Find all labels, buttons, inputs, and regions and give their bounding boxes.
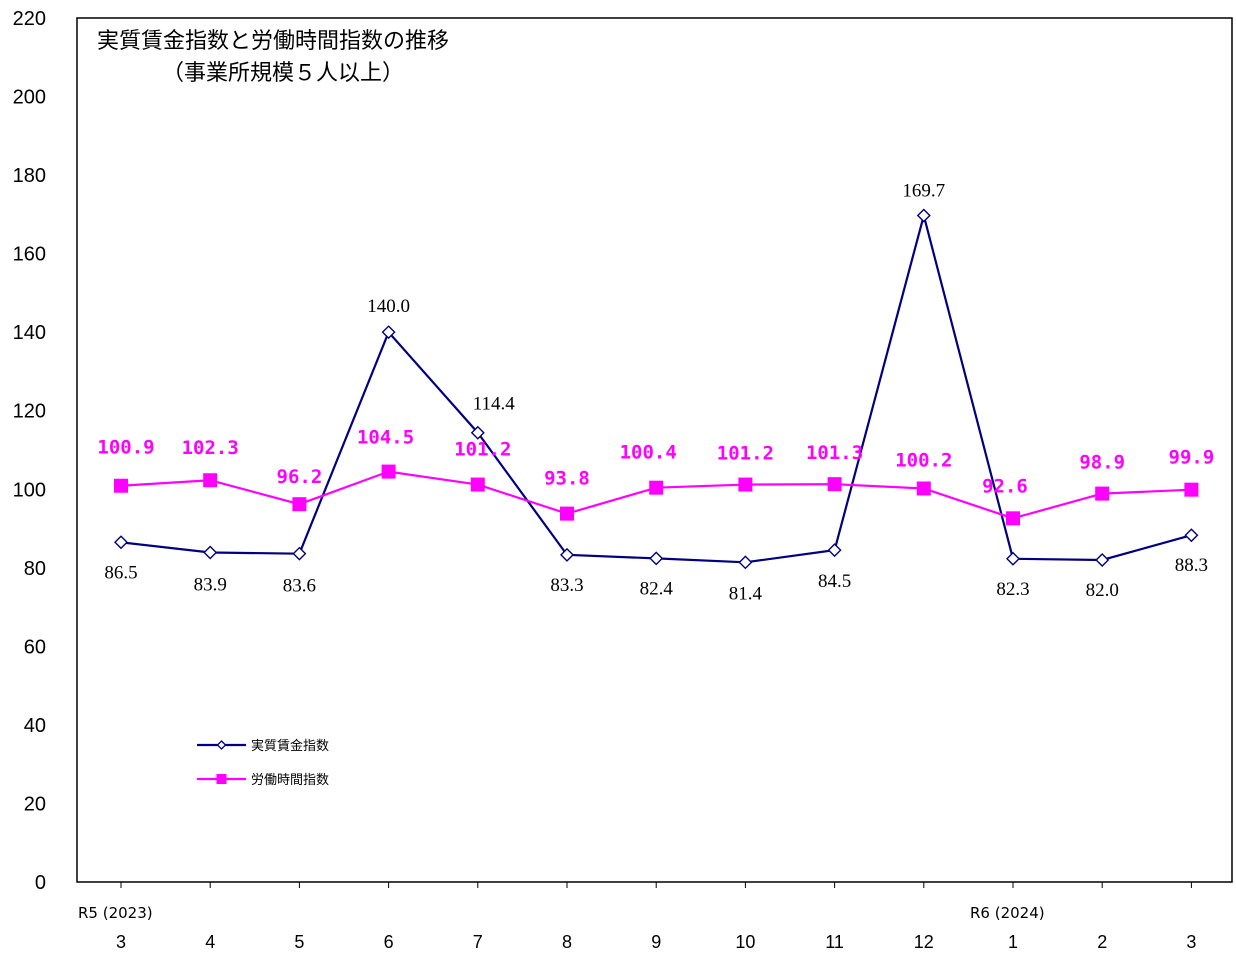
wage-point bbox=[114, 535, 128, 550]
hours-point bbox=[560, 506, 574, 521]
hours-point bbox=[470, 477, 485, 492]
wage-data-label: 81.4 bbox=[729, 583, 763, 604]
x-tick-label: 4 bbox=[205, 932, 215, 952]
hours-data-label: 100.4 bbox=[620, 442, 677, 464]
wage-point bbox=[1006, 551, 1020, 566]
hours-data-label: 101.2 bbox=[717, 443, 774, 465]
x-era-label: R6 (2024) bbox=[970, 904, 1045, 922]
hours-data-label: 100.2 bbox=[895, 449, 952, 471]
wage-data-label: 82.3 bbox=[996, 579, 1029, 600]
x-tick-label: 3 bbox=[1186, 932, 1196, 952]
legend-label-hours: 労働時間指数 bbox=[251, 773, 329, 788]
legend: 実質賃金指数 労働時間指数 bbox=[197, 738, 329, 788]
x-tick-label: 6 bbox=[384, 932, 394, 952]
hours-data-label: 104.5 bbox=[357, 427, 414, 449]
y-tick-label: 40 bbox=[24, 715, 46, 737]
hours-data-label: 93.8 bbox=[544, 468, 590, 490]
wage-point bbox=[203, 545, 218, 560]
hours-data-label: 96.2 bbox=[277, 466, 323, 488]
wage-data-label: 140.0 bbox=[367, 296, 410, 317]
legend-marker-hours bbox=[216, 774, 227, 784]
x-axis: 3 4 5 6 7 8 9 10 11 12 1 2 3R5 (2023) R6 (2024) bbox=[78, 882, 1196, 952]
y-tick-label: 100 bbox=[13, 479, 46, 501]
wage-data-label: 83.9 bbox=[194, 575, 227, 596]
wage-point bbox=[560, 547, 574, 562]
hours-point bbox=[649, 480, 664, 495]
hours-data-label: 98.9 bbox=[1079, 452, 1125, 474]
x-tick-label: 3 bbox=[116, 932, 126, 952]
hours-point bbox=[114, 478, 128, 493]
y-tick-label: 120 bbox=[13, 401, 46, 423]
x-tick-label: 2 bbox=[1097, 932, 1107, 952]
hours-data-label: 102.3 bbox=[182, 437, 239, 459]
x-tick-label: 7 bbox=[473, 932, 483, 952]
hours-data-label: 100.9 bbox=[97, 437, 154, 459]
y-tick-label: 60 bbox=[24, 636, 46, 658]
y-tick-label: 0 bbox=[35, 872, 46, 894]
hours-point bbox=[381, 464, 396, 479]
x-tick-label: 12 bbox=[914, 932, 934, 952]
y-tick-label: 220 bbox=[13, 8, 46, 30]
wage-point bbox=[649, 551, 664, 566]
hours-point bbox=[916, 481, 931, 496]
legend-label-wage: 実質賃金指数 bbox=[251, 738, 329, 754]
wage-point bbox=[916, 208, 931, 223]
wage-data-label: 82.0 bbox=[1086, 580, 1119, 601]
hours-point bbox=[1006, 511, 1020, 526]
x-tick-label: 11 bbox=[825, 932, 844, 952]
chart-title: 実質賃金指数と労働時間指数の推移 bbox=[97, 29, 449, 54]
legend-marker-wage bbox=[216, 740, 227, 750]
wage-data-label: 84.5 bbox=[818, 571, 851, 592]
wage-point bbox=[827, 543, 842, 558]
y-tick-label: 140 bbox=[13, 322, 46, 344]
x-tick-label: 5 bbox=[294, 932, 304, 952]
wage-data-label: 169.7 bbox=[902, 181, 945, 202]
hours-point bbox=[203, 473, 218, 488]
wage-data-label: 88.3 bbox=[1175, 555, 1208, 576]
wage-point bbox=[381, 325, 396, 340]
y-tick-label: 80 bbox=[24, 558, 46, 580]
wage-point bbox=[1184, 528, 1199, 543]
x-tick-label: 8 bbox=[562, 932, 572, 952]
hours-point bbox=[827, 477, 842, 492]
y-tick-label: 20 bbox=[24, 793, 46, 815]
wage-point bbox=[292, 546, 307, 561]
y-tick-label: 200 bbox=[13, 87, 46, 109]
x-tick-label: 10 bbox=[735, 932, 755, 952]
y-axis: 0 20 40 60 80 100 120 140 160 180 200 220 bbox=[13, 8, 46, 894]
x-tick-label: 9 bbox=[651, 932, 661, 952]
x-tick-label: 1 bbox=[1008, 932, 1018, 952]
wage-data-label: 83.6 bbox=[283, 576, 316, 597]
hours-data-label: 99.9 bbox=[1169, 447, 1215, 469]
wage-point bbox=[1095, 552, 1110, 567]
wage-data-label: 82.4 bbox=[640, 578, 674, 599]
chart-subtitle: （事業所規模５人以上） bbox=[162, 61, 404, 86]
series-layer: 86.5 83.9 83.6 140.0 114.4 83.3 82.4 81.4 84.5 16… bbox=[97, 181, 1214, 605]
hours-point bbox=[738, 477, 753, 492]
wage-point bbox=[470, 425, 485, 440]
hours-point bbox=[1095, 486, 1110, 501]
y-tick-label: 160 bbox=[13, 244, 46, 266]
plot-area bbox=[76, 17, 1233, 883]
hours-point bbox=[1184, 482, 1199, 497]
hours-data-label: 92.6 bbox=[982, 475, 1028, 497]
legend-item-wage: 実質賃金指数 bbox=[197, 738, 329, 754]
x-era-label: R5 (2023) bbox=[78, 904, 153, 922]
hours-data-label: 101.2 bbox=[454, 439, 511, 461]
wage-data-label: 114.4 bbox=[473, 394, 516, 415]
hours-point bbox=[292, 497, 307, 512]
wage-data-label: 86.5 bbox=[104, 562, 137, 583]
wage-data-label: 83.3 bbox=[550, 575, 583, 596]
hours-data-label: 101.3 bbox=[806, 442, 863, 464]
wage-point bbox=[738, 555, 753, 570]
legend-item-hours: 労働時間指数 bbox=[197, 773, 329, 788]
y-tick-label: 180 bbox=[13, 165, 46, 187]
